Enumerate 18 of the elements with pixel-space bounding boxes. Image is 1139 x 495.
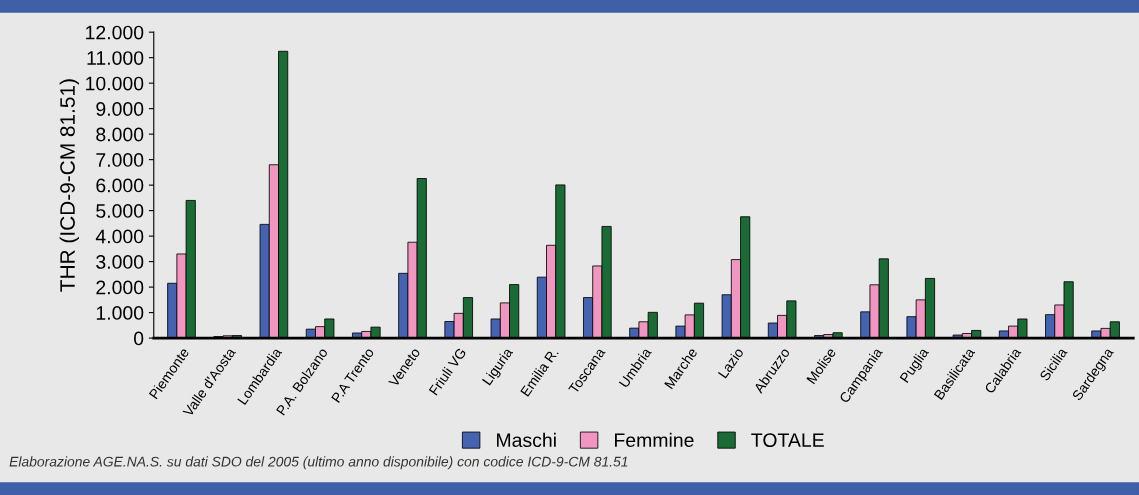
y-tick-label: 0 <box>133 331 144 346</box>
y-tick-label: 10.000 <box>86 76 144 91</box>
legend-label: TOTALE <box>751 433 824 448</box>
y-axis-title: THR (ICD-9-CM 81.51) <box>59 79 80 292</box>
y-tick-label: 7.000 <box>96 153 144 167</box>
y-tick-label: 11.000 <box>87 51 144 65</box>
y-tick-label: 4.000 <box>95 229 144 244</box>
y-tick-label: 8.000 <box>96 127 144 142</box>
y-tick-label: 5.000 <box>96 204 144 218</box>
legend-label: Femmine <box>615 432 694 448</box>
y-tick-label: 2.000 <box>96 280 144 295</box>
legend-label: Maschi <box>497 432 556 448</box>
y-tick-label: 12.000 <box>86 25 144 40</box>
text: Elaborazione AGE.NA.S. su dati SDO del 2005 (ultimo anno disponibile) con codice ICD-9-CM 81.51 <box>9 456 628 470</box>
y-tick-label: 6.000 <box>96 178 144 193</box>
y-tick-label: 3.000 <box>96 255 144 269</box>
y-tick-label: 9.000 <box>96 102 144 116</box>
y-tick-label: 1.000 <box>96 306 144 320</box>
